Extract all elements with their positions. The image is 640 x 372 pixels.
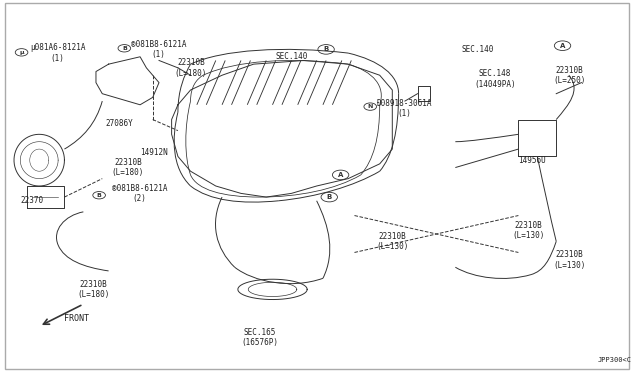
Text: FRONT: FRONT: [65, 314, 90, 323]
Text: B: B: [122, 46, 127, 51]
Text: 27086Y: 27086Y: [106, 119, 133, 128]
Text: ®081B8-6121A
(2): ®081B8-6121A (2): [112, 184, 167, 203]
Text: Ð08918-3061A
(1): Ð08918-3061A (1): [376, 99, 432, 118]
Text: 22310B
(L=130): 22310B (L=130): [512, 221, 545, 240]
Text: B: B: [97, 193, 102, 198]
Text: 22370: 22370: [20, 196, 44, 205]
Text: SEC.148
(14049PA): SEC.148 (14049PA): [474, 69, 516, 89]
Text: SEC.165
(16576P): SEC.165 (16576P): [241, 328, 278, 347]
Text: µ081A6-8121A
(1): µ081A6-8121A (1): [30, 44, 85, 63]
Text: 22310B
(L=180): 22310B (L=180): [77, 280, 109, 299]
Text: µ: µ: [19, 50, 24, 55]
Text: N: N: [367, 104, 373, 109]
Text: SEC.140: SEC.140: [276, 52, 308, 61]
Text: SEC.140: SEC.140: [461, 45, 494, 54]
Text: A: A: [338, 172, 343, 178]
Text: 22310B
(L=180): 22310B (L=180): [112, 158, 144, 177]
Text: 22310B
(L=180): 22310B (L=180): [175, 58, 207, 77]
Text: B: B: [326, 194, 332, 200]
Text: B: B: [323, 46, 329, 52]
Text: 22310B
(L=130): 22310B (L=130): [376, 232, 409, 251]
Text: 22310B
(L=250): 22310B (L=250): [553, 65, 586, 85]
Text: 14956U: 14956U: [518, 155, 546, 165]
Text: ®081B8-6121A
(1): ®081B8-6121A (1): [131, 40, 186, 59]
Text: 22310B
(L=130): 22310B (L=130): [553, 250, 586, 270]
Text: JPP300<C: JPP300<C: [597, 356, 631, 363]
Text: A: A: [560, 43, 565, 49]
Text: 14912N: 14912N: [140, 148, 168, 157]
